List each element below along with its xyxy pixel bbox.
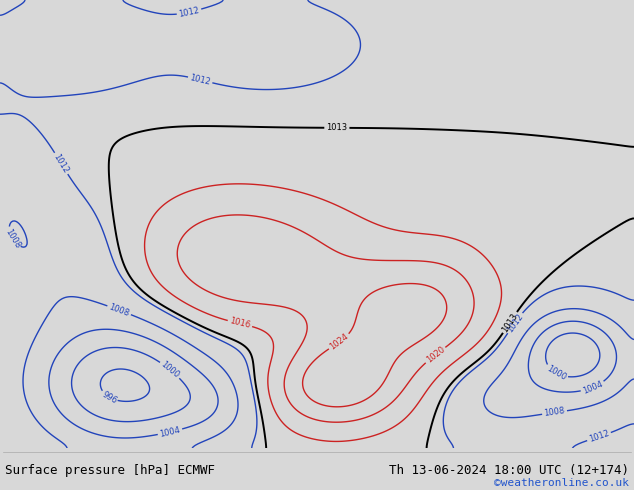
Text: 1004: 1004 bbox=[581, 379, 604, 395]
Text: Th 13-06-2024 18:00 UTC (12+174): Th 13-06-2024 18:00 UTC (12+174) bbox=[389, 464, 629, 477]
Text: 1024: 1024 bbox=[328, 332, 351, 352]
Text: ©weatheronline.co.uk: ©weatheronline.co.uk bbox=[494, 478, 629, 488]
Text: 1012: 1012 bbox=[52, 152, 70, 175]
Text: 1012: 1012 bbox=[588, 429, 611, 444]
Text: 1000: 1000 bbox=[159, 360, 181, 380]
Text: 1012: 1012 bbox=[178, 5, 200, 19]
Text: 996: 996 bbox=[101, 390, 119, 405]
Text: 1013: 1013 bbox=[500, 311, 519, 334]
Text: 1013: 1013 bbox=[327, 123, 347, 132]
Text: 1008: 1008 bbox=[108, 302, 131, 318]
Text: 1004: 1004 bbox=[158, 425, 181, 439]
Text: 1008: 1008 bbox=[3, 227, 22, 250]
Text: 1000: 1000 bbox=[545, 364, 567, 382]
Text: 1012: 1012 bbox=[189, 73, 212, 87]
Text: Surface pressure [hPa] ECMWF: Surface pressure [hPa] ECMWF bbox=[5, 464, 215, 477]
Text: 1020: 1020 bbox=[424, 345, 446, 365]
Text: 1008: 1008 bbox=[543, 407, 566, 418]
Text: 1016: 1016 bbox=[229, 317, 251, 330]
Text: 1012: 1012 bbox=[505, 312, 525, 334]
